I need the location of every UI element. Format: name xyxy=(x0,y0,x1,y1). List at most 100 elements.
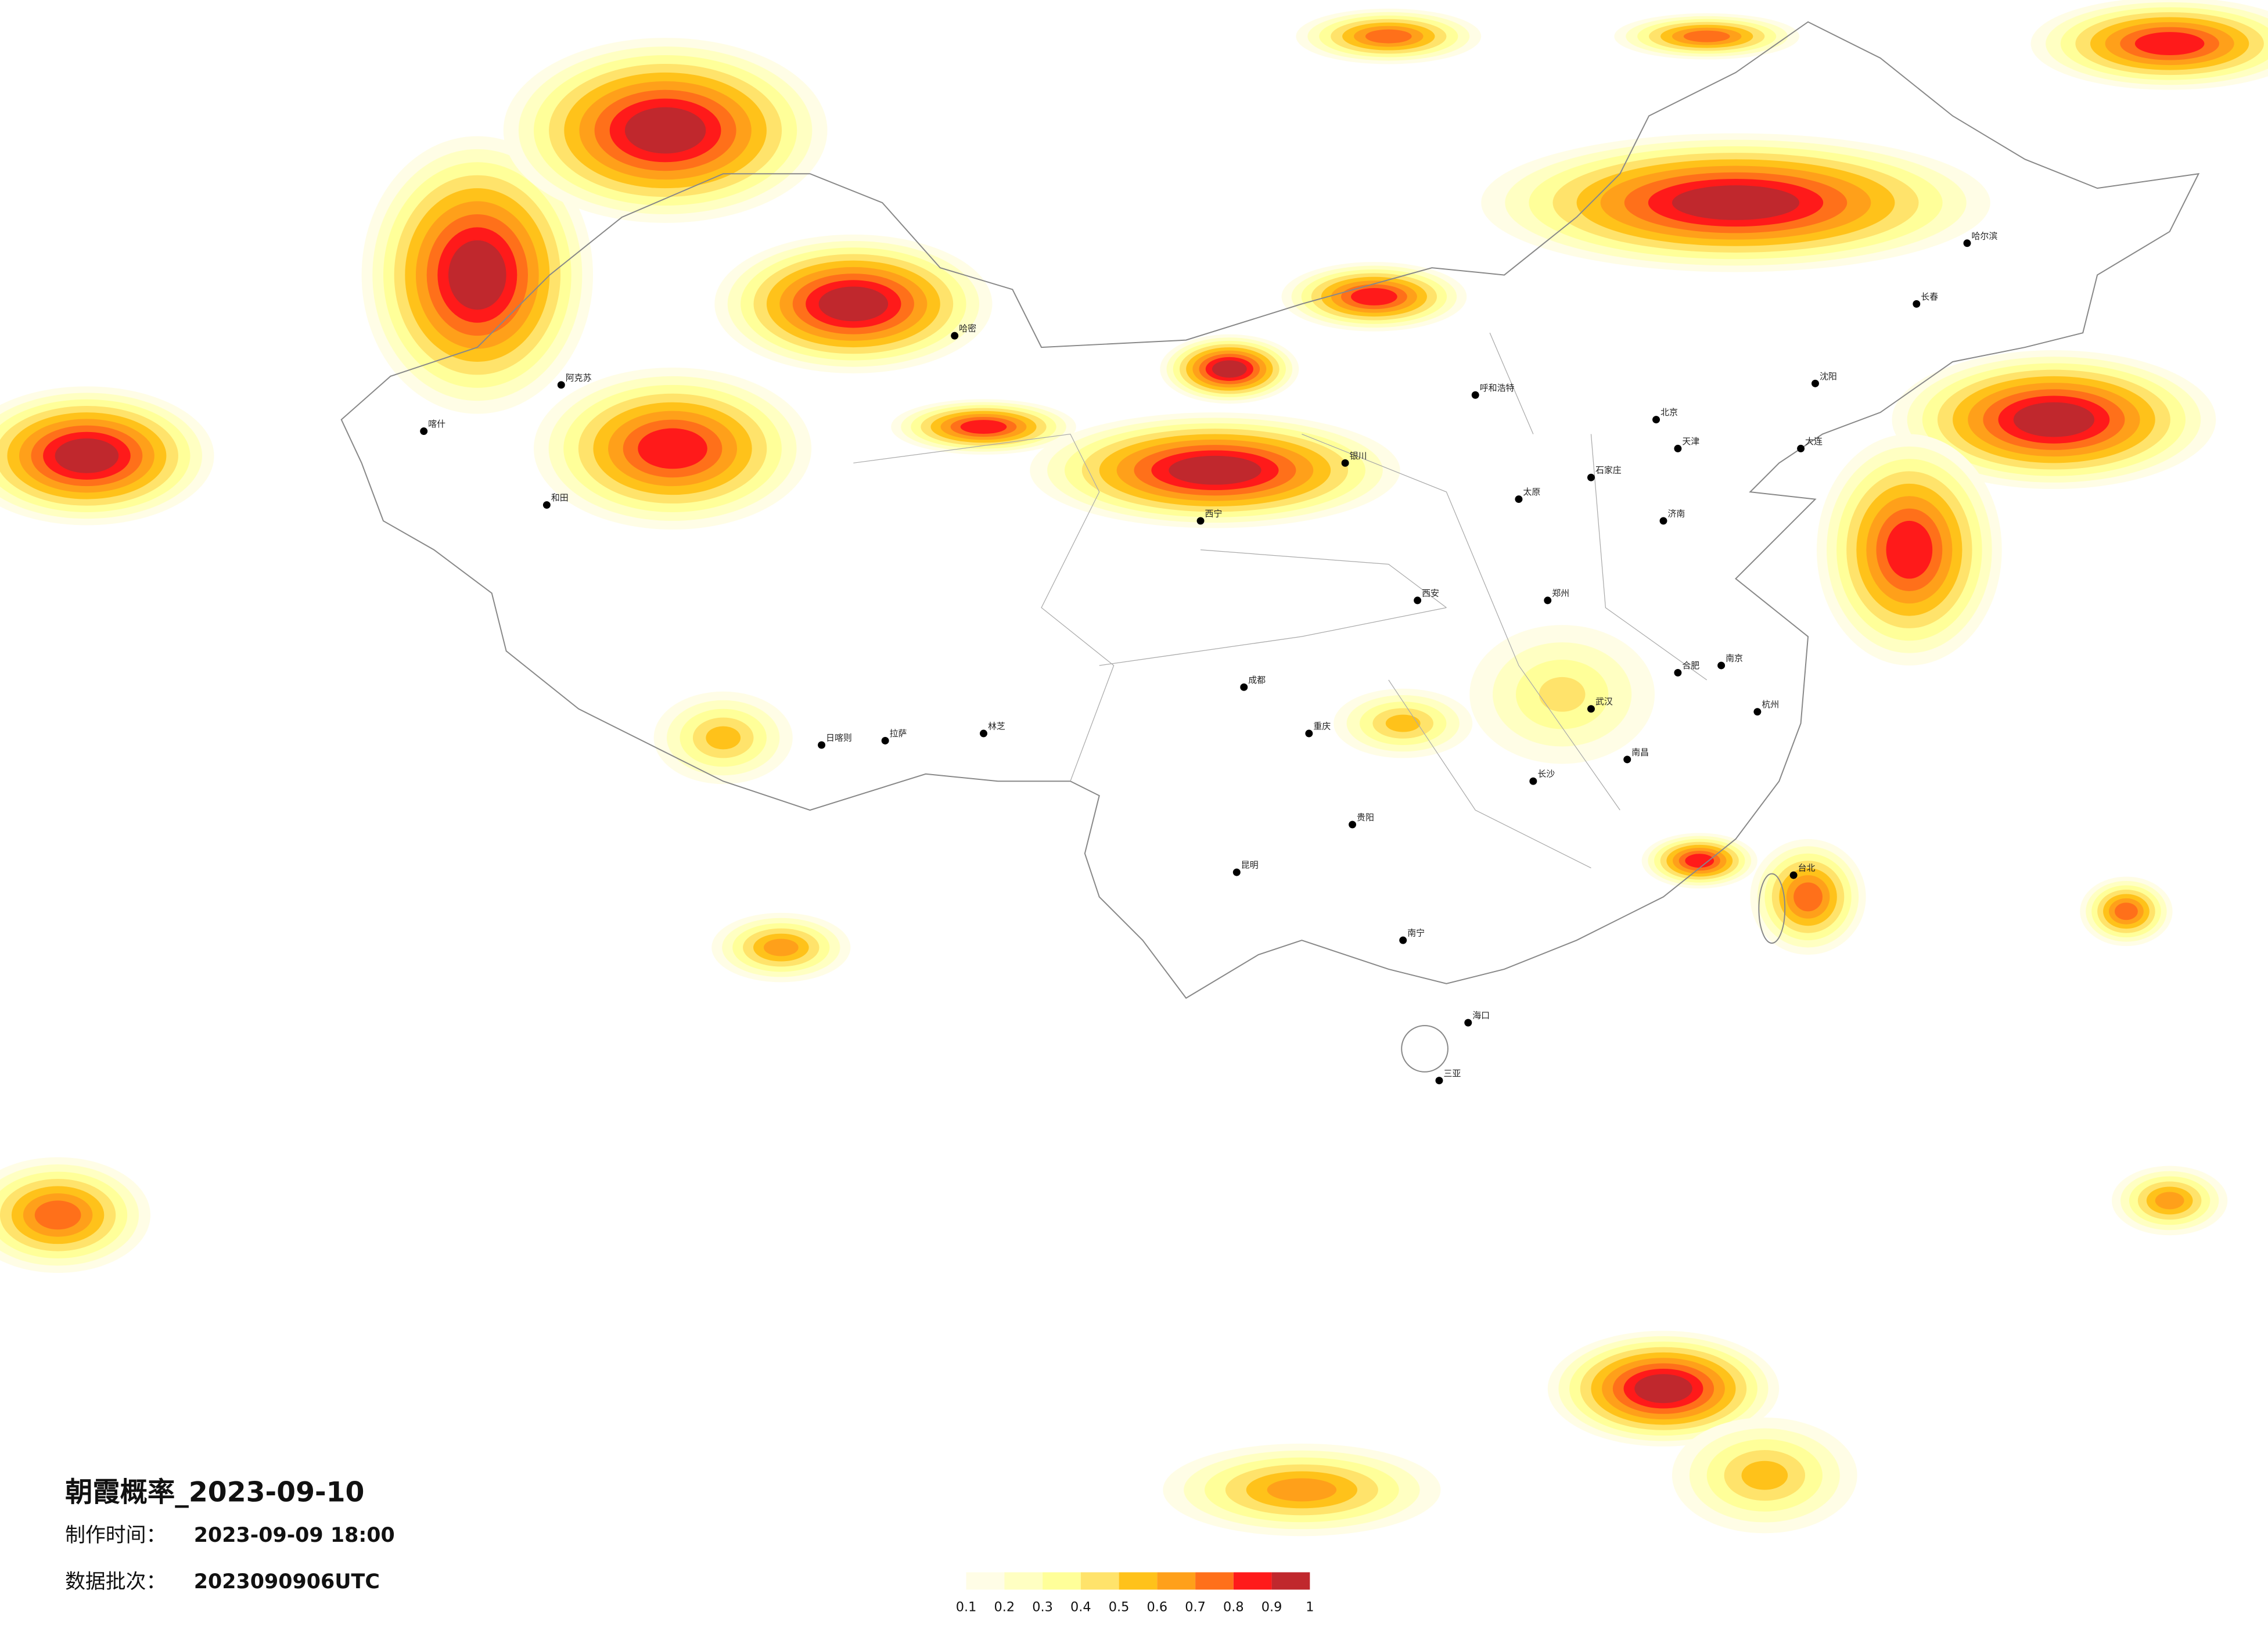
legend-swatch xyxy=(1080,1572,1119,1590)
probability-field xyxy=(0,0,2268,1537)
city-dot xyxy=(1963,239,1971,247)
city-label: 合肥 xyxy=(1682,660,1699,671)
field-cell xyxy=(818,286,889,322)
city-label: 北京 xyxy=(1660,407,1678,418)
city-dot xyxy=(1529,777,1537,785)
field-cell xyxy=(1793,882,1823,912)
city-dot xyxy=(542,501,551,509)
field-cell xyxy=(1672,185,1800,220)
field-cell xyxy=(1685,854,1715,868)
legend-label: 0.7 xyxy=(1185,1600,1206,1615)
hainan xyxy=(1401,1025,1448,1073)
legend-swatch xyxy=(1119,1572,1158,1590)
city-label: 太原 xyxy=(1523,487,1540,497)
legend-label: 0.1 xyxy=(956,1600,977,1615)
city-label: 银川 xyxy=(1350,451,1367,461)
city-label: 贵阳 xyxy=(1357,812,1374,822)
city-dot xyxy=(1464,1019,1472,1027)
city-label: 成都 xyxy=(1248,675,1266,685)
city-label: 日喀则 xyxy=(826,732,852,743)
city-dot xyxy=(1240,683,1248,691)
field-cell xyxy=(448,240,506,310)
city-dot xyxy=(1811,379,1819,387)
field-cell xyxy=(1365,29,1412,44)
legend-label: 0.4 xyxy=(1070,1600,1091,1615)
city-dot xyxy=(818,741,826,749)
city-dot xyxy=(1789,871,1798,879)
city-label: 呼和浩特 xyxy=(1480,383,1515,393)
legend-swatch xyxy=(1043,1572,1081,1590)
city-label: 南宁 xyxy=(1407,928,1425,938)
city-dot xyxy=(1349,821,1357,829)
taiwan xyxy=(1758,873,1786,944)
city-label: 海口 xyxy=(1472,1010,1490,1021)
field-cell xyxy=(1539,677,1586,712)
city-dot xyxy=(1587,473,1595,481)
city-dot xyxy=(1544,596,1552,605)
field-cell xyxy=(624,107,706,154)
legend-swatch xyxy=(966,1572,1005,1590)
city-label: 南京 xyxy=(1726,653,1743,664)
city-label: 昆明 xyxy=(1241,860,1259,870)
field-cell xyxy=(1351,287,1397,305)
city-dot xyxy=(1471,391,1479,399)
city-label: 三亚 xyxy=(1443,1068,1461,1078)
field-cell xyxy=(1886,520,1933,579)
city-dot xyxy=(1435,1077,1443,1085)
province-lines xyxy=(853,332,1708,869)
city-label: 哈尔滨 xyxy=(1971,231,1997,241)
time-label: 制作时间： xyxy=(65,1524,166,1547)
city-dot xyxy=(881,737,889,744)
field-cell xyxy=(1212,360,1247,378)
legend-label: 0.8 xyxy=(1223,1600,1244,1615)
city-dot xyxy=(980,729,987,738)
legend-swatch xyxy=(1233,1572,1272,1590)
city-dot xyxy=(1717,661,1726,670)
batch: 2023090906UTC xyxy=(194,1570,380,1593)
city-label: 济南 xyxy=(1667,508,1685,519)
city-dot xyxy=(1652,416,1660,424)
city-label: 哈密 xyxy=(959,323,976,334)
time: 2023-09-09 18:00 xyxy=(194,1524,395,1547)
city-label: 石家庄 xyxy=(1595,465,1622,476)
legend: 0.1 0.2 0.3 0.4 0.5 0.6 0.7 0.8 0.9 1 xyxy=(956,1572,1314,1615)
city-label: 西宁 xyxy=(1205,508,1223,519)
city-dot xyxy=(1674,668,1682,677)
city-label: 杭州 xyxy=(1762,699,1779,710)
city-label: 天津 xyxy=(1682,436,1699,447)
city-label: 南昌 xyxy=(1631,747,1649,757)
legend-label: 0.9 xyxy=(1261,1600,1282,1615)
city-dot xyxy=(1196,517,1205,525)
city-dot xyxy=(1753,708,1762,716)
city-dot xyxy=(1232,868,1241,876)
legend-swatch xyxy=(1004,1572,1043,1590)
border xyxy=(340,21,2200,999)
legend-label: 0.5 xyxy=(1109,1600,1130,1615)
city-dot xyxy=(1913,300,1921,308)
city-dot xyxy=(1341,459,1349,467)
city-label: 大连 xyxy=(1805,436,1823,447)
city-dot xyxy=(1623,756,1631,764)
legend-swatch xyxy=(1271,1572,1310,1590)
city-label: 沈阳 xyxy=(1820,371,1837,382)
legend-swatch xyxy=(1157,1572,1196,1590)
city-dot xyxy=(1587,705,1595,713)
city-label: 和田 xyxy=(551,492,569,503)
city-label: 武汉 xyxy=(1595,696,1613,707)
city-label: 拉萨 xyxy=(890,728,907,739)
city-label: 喀什 xyxy=(428,419,445,429)
legend-label: 0.2 xyxy=(994,1600,1015,1615)
title: 朝霞概率_2023-09-10 xyxy=(65,1476,364,1508)
city-dot xyxy=(1797,444,1805,452)
field-cell xyxy=(763,938,799,956)
city-dot xyxy=(1674,444,1682,452)
legend-label: 0.3 xyxy=(1032,1600,1053,1615)
field-cell xyxy=(2013,402,2095,437)
city-label: 林芝 xyxy=(988,721,1005,732)
field-cell xyxy=(1683,30,1730,42)
city-dot xyxy=(1399,936,1407,944)
field-cell xyxy=(706,726,741,750)
